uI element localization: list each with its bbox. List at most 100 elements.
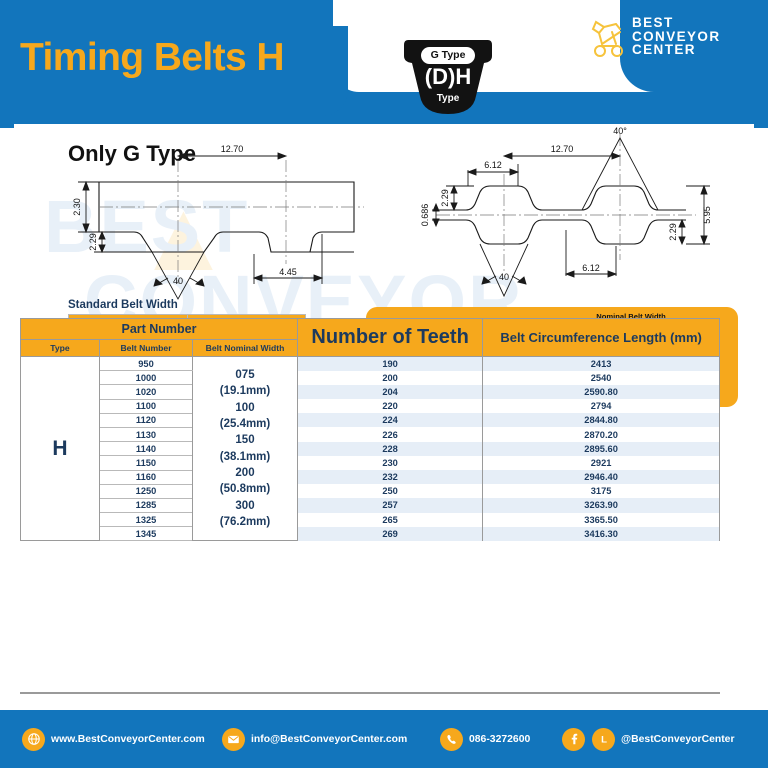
cell-teeth: 190 bbox=[296, 356, 484, 371]
footer-facebook[interactable] bbox=[562, 726, 591, 752]
cell-length: 2895.60 bbox=[482, 441, 720, 456]
cell-belt-number: 1150 bbox=[99, 455, 193, 471]
logo-line-center: CENTER bbox=[632, 42, 696, 57]
table-header-row-top: Part Number Number of Teeth Belt Circumf… bbox=[20, 318, 720, 357]
header-band bbox=[0, 0, 768, 128]
logo-wordmark: BEST CONVEYOR CENTER bbox=[632, 16, 720, 57]
svg-text:6.12: 6.12 bbox=[484, 160, 502, 170]
header-part-number: Part Number bbox=[20, 318, 298, 340]
footer-bar: www.BestConveyorCenter.com info@BestConv… bbox=[0, 710, 768, 768]
table-row: 1100 220 2794 bbox=[21, 398, 720, 414]
dh-type-profile-diagram: 12.70 6.12 6.12 2.29 2.29 0.686 5.95 40°… bbox=[420, 126, 712, 298]
cell-length: 3416.30 bbox=[482, 526, 720, 541]
footer-phone-text: 086-3272600 bbox=[469, 733, 531, 745]
cell-length: 2946.40 bbox=[482, 470, 720, 485]
footer-email[interactable]: info@BestConveyorCenter.com bbox=[222, 726, 407, 752]
table-row: 1345 269 3416.30 bbox=[21, 526, 720, 542]
cell-teeth: 204 bbox=[296, 384, 484, 400]
globe-icon bbox=[22, 727, 45, 751]
header-belt-number: Belt Number bbox=[99, 339, 193, 357]
cell-teeth: 265 bbox=[296, 512, 484, 527]
table-row: 1250 250 3175 bbox=[21, 483, 720, 499]
cell-belt-nominal-widths: 075 (19.1mm) 100 (25.4mm) 150 (38.1mm) 2… bbox=[192, 355, 298, 542]
table-bottom-edge bbox=[20, 692, 720, 694]
cell-belt-number: 1160 bbox=[99, 469, 193, 485]
belt-type-badge: G Type (D)H Type bbox=[400, 36, 496, 118]
cell-belt-number: 1000 bbox=[99, 370, 193, 386]
table-row: 1325 265 3365.50 bbox=[21, 512, 720, 528]
table-row: 1120 224 2844.80 bbox=[21, 412, 720, 428]
facebook-icon bbox=[562, 727, 585, 751]
svg-text:12.70: 12.70 bbox=[551, 144, 574, 154]
cell-length: 2921 bbox=[482, 455, 720, 470]
cell-teeth: 250 bbox=[296, 484, 484, 499]
conveyor-logo-icon bbox=[590, 18, 626, 60]
cell-teeth: 200 bbox=[296, 370, 484, 385]
svg-text:12.70: 12.70 bbox=[221, 144, 244, 154]
table-row: 1160 232 2946.40 bbox=[21, 469, 720, 485]
logo-line-conveyor: CONVEYOR bbox=[632, 28, 721, 44]
cell-belt-number: 1325 bbox=[99, 512, 193, 528]
footer-website-text: www.BestConveyorCenter.com bbox=[51, 733, 205, 745]
cell-length: 2413 bbox=[482, 356, 720, 371]
belt-spec-body: H 950 075 (19.1mm) 100 (25.4mm) 150 (38.… bbox=[20, 355, 720, 542]
table-row: H 950 075 (19.1mm) 100 (25.4mm) 150 (38.… bbox=[20, 355, 720, 542]
cell-teeth: 257 bbox=[296, 498, 484, 513]
belt-specification-table: Part Number Number of Teeth Belt Circumf… bbox=[20, 318, 720, 542]
cell-belt-number: 1020 bbox=[99, 384, 193, 400]
cell-belt-number: 1140 bbox=[99, 441, 193, 457]
cell-teeth: 224 bbox=[296, 413, 484, 428]
svg-text:4.45: 4.45 bbox=[279, 267, 297, 277]
cell-length: 2870.20 bbox=[482, 427, 720, 442]
footer-website[interactable]: www.BestConveyorCenter.com bbox=[22, 726, 205, 752]
envelope-icon bbox=[222, 727, 245, 751]
table-row: 1130 226 2870.20 bbox=[21, 426, 720, 443]
footer-email-text: info@BestConveyorCenter.com bbox=[251, 733, 408, 745]
logo-line-best: BEST bbox=[632, 15, 674, 30]
svg-text:40: 40 bbox=[499, 272, 509, 282]
svg-text:2.29: 2.29 bbox=[440, 189, 450, 207]
cell-belt-number: 1250 bbox=[99, 483, 193, 499]
cell-belt-number: 1120 bbox=[99, 412, 193, 428]
line-icon: L bbox=[592, 727, 615, 751]
cell-teeth: 226 bbox=[296, 427, 484, 442]
header-blue-corner bbox=[620, 0, 768, 92]
footer-social-text: @BestConveyorCenter bbox=[621, 733, 735, 745]
standard-belt-width-heading: Standard Belt Width bbox=[68, 299, 178, 311]
only-g-type-heading: Only G Type bbox=[68, 141, 196, 166]
badge-main-label: (D)H bbox=[424, 64, 472, 89]
cell-teeth: 269 bbox=[296, 526, 484, 541]
cell-length: 2590.80 bbox=[482, 384, 720, 400]
svg-text:2.29: 2.29 bbox=[668, 223, 678, 241]
table-row: 1285 257 3263.90 bbox=[21, 497, 720, 514]
svg-text:0.686: 0.686 bbox=[420, 204, 430, 227]
phone-icon bbox=[440, 727, 463, 751]
cell-type: H bbox=[20, 355, 100, 542]
svg-text:6.12: 6.12 bbox=[582, 263, 600, 273]
svg-text:40: 40 bbox=[173, 276, 183, 286]
cell-belt-number: 950 bbox=[99, 355, 193, 372]
g-type-profile-diagram: 12.70 2.30 2.29 4.45 40 bbox=[72, 144, 364, 300]
table-row: 1000 200 2540 bbox=[21, 370, 720, 386]
svg-text:5.95: 5.95 bbox=[702, 206, 712, 224]
cell-belt-number: 1285 bbox=[99, 497, 193, 514]
table-row: 1020 204 2590.80 bbox=[21, 384, 720, 400]
cell-length: 2844.80 bbox=[482, 413, 720, 428]
cell-belt-number: 1345 bbox=[99, 526, 193, 542]
table-row: 1140 228 2895.60 bbox=[21, 441, 720, 457]
badge-sub-label: Type bbox=[436, 93, 460, 104]
cell-length: 3365.50 bbox=[482, 512, 720, 527]
svg-text:2.29: 2.29 bbox=[88, 233, 98, 251]
svg-text:2.30: 2.30 bbox=[72, 198, 82, 216]
brand-logo: BEST CONVEYOR CENTER bbox=[590, 16, 750, 64]
footer-phone[interactable]: 086-3272600 bbox=[440, 726, 530, 752]
svg-text:40°: 40° bbox=[613, 126, 627, 136]
header-belt-nominal-width: Belt Nominal Width bbox=[192, 339, 298, 357]
svg-text:L: L bbox=[601, 735, 607, 746]
cell-teeth: 232 bbox=[296, 470, 484, 485]
table-row: 1150 230 2921 bbox=[21, 455, 720, 471]
cell-belt-number: 1130 bbox=[99, 426, 193, 443]
header-circumference: Belt Circumference Length (mm) bbox=[482, 318, 720, 357]
footer-line[interactable]: L @BestConveyorCenter bbox=[592, 726, 735, 752]
header-number-of-teeth: Number of Teeth bbox=[296, 318, 484, 357]
